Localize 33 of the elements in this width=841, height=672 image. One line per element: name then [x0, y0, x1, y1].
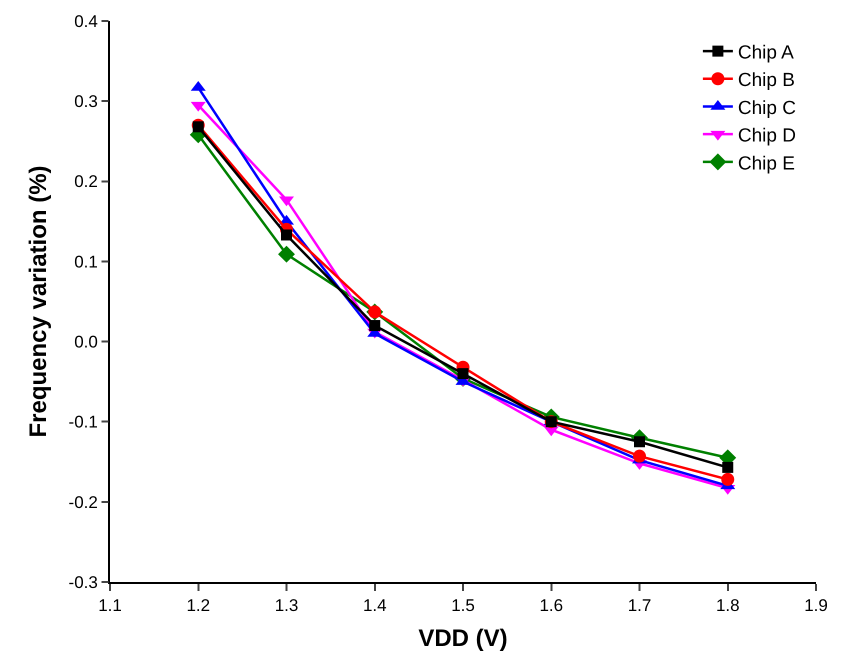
point: [721, 472, 734, 486]
legend-label: Chip B: [738, 70, 795, 92]
x-tick-label: 1.9: [804, 596, 828, 616]
x-tick-label: 1.1: [98, 596, 122, 616]
legend-label: Chip C: [738, 98, 796, 119]
y-tick-label: 0.3: [74, 92, 98, 112]
x-axis-title: VDD (V): [418, 624, 508, 652]
point: [369, 320, 380, 332]
point: [192, 121, 204, 132]
y-tick-label: 0.2: [74, 172, 98, 192]
y-tick-label: 0.1: [74, 252, 98, 272]
legend-label: Chip D: [738, 126, 796, 147]
y-tick-label: -0.3: [68, 572, 98, 592]
point: [633, 450, 646, 463]
legend-label: Chip A: [738, 42, 794, 64]
point: [458, 368, 468, 380]
y-tick-label: -0.2: [68, 492, 98, 512]
point: [278, 246, 295, 263]
x-tick-label: 1.4: [362, 596, 387, 616]
x-tick-label: 1.5: [451, 596, 475, 616]
point: [634, 436, 645, 448]
x-tick-label: 1.2: [186, 596, 210, 616]
y-tick-label: -0.1: [68, 412, 98, 432]
point: [722, 462, 734, 473]
y-tick-label: 0.4: [74, 12, 98, 31]
x-tick-label: 1.6: [539, 596, 564, 616]
legend-label: Chip E: [738, 153, 795, 174]
y-axis-title: Frequency variation (%): [25, 165, 52, 438]
x-tick-label: 1.3: [274, 596, 298, 616]
point: [281, 229, 292, 240]
x-tick-label: 1.7: [628, 596, 652, 616]
y-tick-label: 0.0: [74, 332, 98, 352]
x-tick-label: 1.8: [716, 596, 740, 616]
